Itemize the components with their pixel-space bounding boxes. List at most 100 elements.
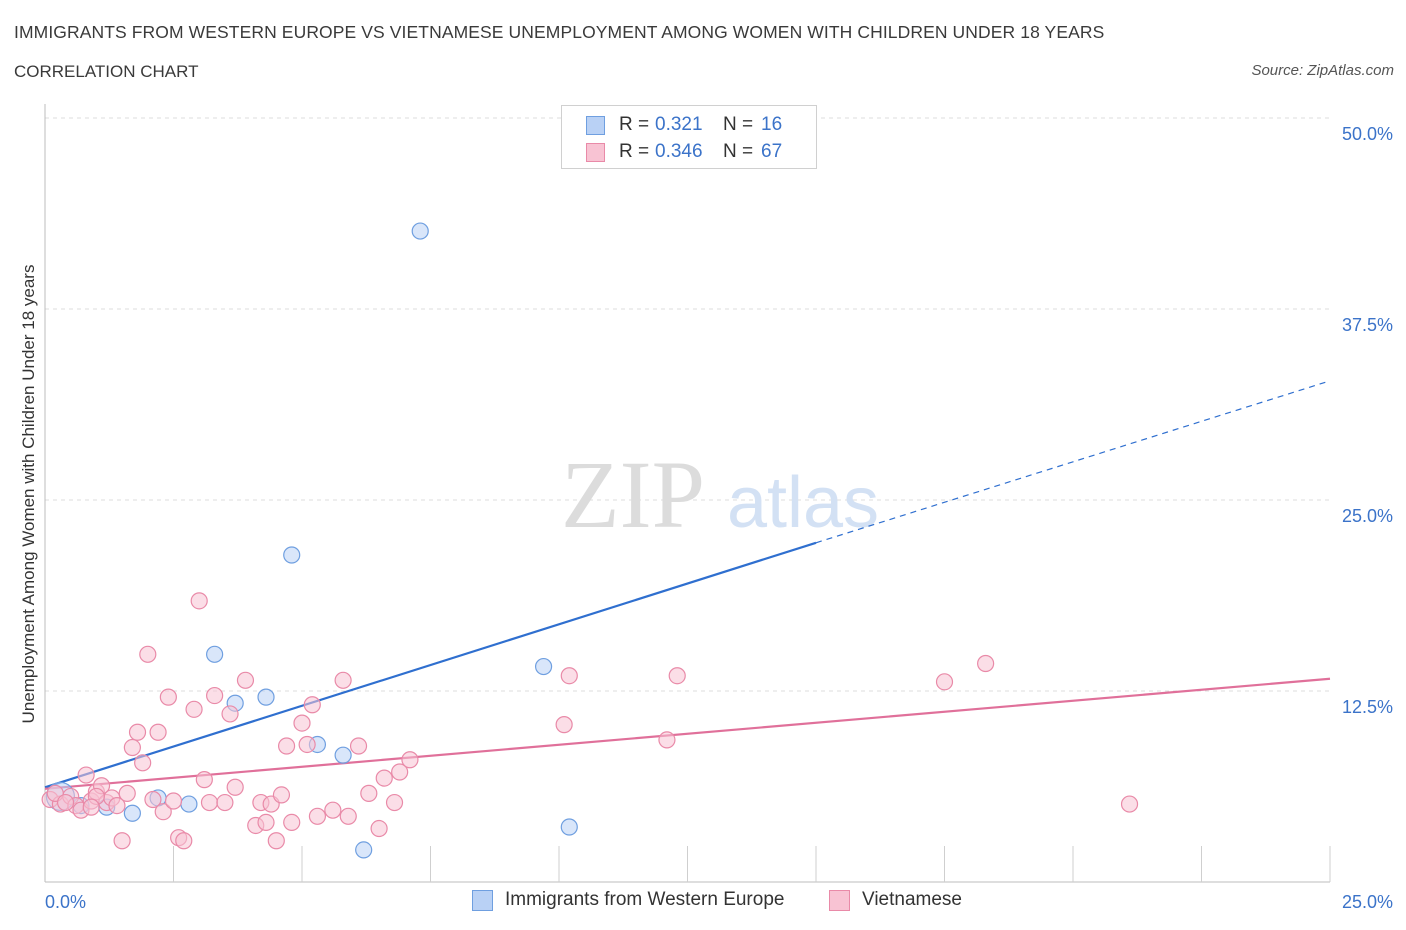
y-tick-label: 12.5% — [1342, 697, 1393, 717]
point-vietnamese — [139, 645, 157, 663]
axes-layer — [44, 104, 1331, 883]
point-vietnamese — [185, 700, 203, 718]
legend-swatch-western-europe — [586, 115, 605, 135]
point-vietnamese — [977, 654, 995, 673]
point-vietnamese — [277, 737, 296, 755]
point-western-europe — [283, 546, 301, 564]
chart-subtitle: CORRELATION CHART — [14, 62, 199, 81]
point-vietnamese — [56, 793, 75, 812]
point-western-europe — [334, 746, 352, 764]
trend-layer — [44, 380, 1331, 790]
y-tick-label: 50.0% — [1342, 124, 1393, 144]
watermark-zip: ZIP — [561, 441, 705, 548]
point-vietnamese — [283, 813, 301, 832]
legend-n-label: N = — [723, 141, 754, 162]
legend-n-value: 16 — [761, 114, 783, 135]
point-vietnamese — [149, 723, 167, 741]
legend-swatch-vietnamese — [586, 142, 605, 162]
point-vietnamese — [303, 696, 321, 714]
point-vietnamese — [123, 738, 141, 757]
point-vietnamese — [134, 754, 152, 772]
point-vietnamese — [375, 769, 393, 787]
point-vietnamese — [349, 737, 368, 755]
x-tick-label-max: 25.0% — [1342, 892, 1393, 912]
trendline-western-europe-extension — [815, 380, 1331, 544]
point-vietnamese — [128, 723, 147, 741]
point-vietnamese — [144, 790, 162, 809]
series-label-western-europe: Immigrants from Western Europe — [505, 889, 785, 910]
grid-layer — [45, 117, 1330, 692]
point-vietnamese — [154, 803, 172, 821]
point-vietnamese — [226, 778, 244, 796]
point-vietnamese — [221, 705, 239, 723]
point-vietnamese — [334, 671, 352, 689]
chart-title: IMMIGRANTS FROM WESTERN EUROPE VS VIETNA… — [14, 22, 1105, 42]
trendline-vietnamese — [44, 677, 1331, 790]
point-vietnamese — [257, 813, 275, 832]
point-vietnamese — [308, 807, 327, 825]
point-vietnamese — [555, 716, 573, 734]
legend-r-label: R = — [619, 141, 650, 162]
legend-row-western-europe: R = 0.321 N = 16 — [586, 113, 782, 137]
y-tick-label: 25.0% — [1342, 506, 1393, 526]
point-vietnamese — [113, 832, 131, 850]
point-vietnamese — [108, 796, 126, 815]
legend-r-value: 0.321 — [655, 114, 703, 135]
point-vietnamese — [200, 793, 219, 812]
point-vietnamese — [175, 832, 193, 850]
point-vietnamese — [159, 688, 177, 706]
point-vietnamese — [272, 786, 291, 804]
point-western-europe — [411, 222, 429, 240]
point-vietnamese — [216, 793, 234, 812]
correlation-legend: R = 0.321 N = 16 R = 0.346 N = 67 — [561, 105, 817, 169]
point-vietnamese — [668, 667, 686, 685]
point-vietnamese — [293, 714, 311, 732]
point-vietnamese — [339, 807, 357, 825]
point-vietnamese — [560, 667, 578, 685]
legend-row-vietnamese: R = 0.346 N = 67 — [586, 140, 782, 164]
point-western-europe — [257, 688, 275, 706]
legend-n-value: 67 — [761, 141, 783, 162]
point-vietnamese — [195, 771, 213, 789]
legend-r-value: 0.346 — [655, 141, 703, 162]
y-tick-label: 37.5% — [1342, 315, 1393, 335]
point-vietnamese — [401, 751, 419, 769]
points-layer — [41, 222, 1139, 859]
point-vietnamese — [935, 673, 954, 691]
series-legend-western-europe[interactable]: Immigrants from Western Europe — [472, 889, 784, 911]
watermark: ZIP atlas — [561, 441, 879, 548]
point-western-europe — [534, 657, 553, 676]
point-vietnamese — [118, 784, 136, 802]
point-western-europe — [123, 804, 141, 822]
point-vietnamese — [206, 686, 224, 705]
series-legend-vietnamese[interactable]: Vietnamese — [829, 889, 962, 911]
series-swatch-vietnamese — [829, 889, 850, 911]
point-vietnamese — [658, 731, 676, 749]
point-western-europe — [355, 841, 373, 859]
point-vietnamese — [360, 784, 378, 802]
source-credit: Source: ZipAtlas.com — [1251, 62, 1394, 79]
point-vietnamese — [298, 735, 316, 754]
point-vietnamese — [190, 592, 208, 610]
point-vietnamese — [267, 832, 285, 850]
legend-n-label: N = — [723, 114, 754, 135]
legend-r-label: R = — [619, 114, 650, 135]
point-vietnamese — [324, 801, 342, 819]
point-vietnamese — [370, 819, 388, 838]
point-vietnamese — [77, 766, 95, 784]
series-label-vietnamese: Vietnamese — [862, 889, 962, 910]
point-vietnamese — [82, 798, 100, 816]
series-legend: Immigrants from Western Europe Vietnames… — [0, 889, 1406, 915]
x-tick-label-min: 0.0% — [45, 892, 86, 912]
point-vietnamese — [164, 792, 183, 810]
watermark-atlas: atlas — [727, 463, 879, 543]
point-vietnamese — [236, 671, 255, 689]
point-vietnamese — [385, 793, 404, 812]
trendline-western-europe — [44, 541, 817, 789]
labels-layer: 12.5% 25.0% 37.5% 50.0% 0.0% 25.0% — [45, 124, 1393, 912]
y-axis-label: Unemployment Among Women with Children U… — [19, 265, 38, 724]
series-swatch-western-europe — [472, 889, 493, 911]
point-vietnamese — [1120, 795, 1139, 813]
point-western-europe — [206, 645, 224, 663]
